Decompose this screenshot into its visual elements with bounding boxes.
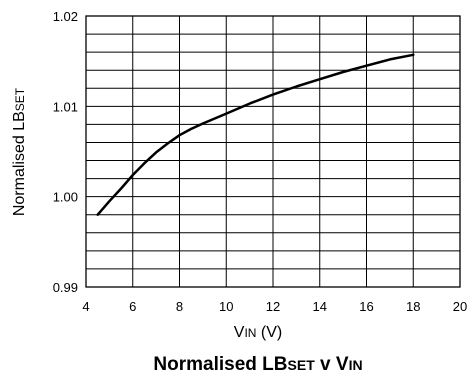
x-tick-labels: 4 6 8 10 12 14 16 18 20 (82, 299, 467, 314)
plot-frame (85, 15, 461, 288)
chart-title: Normalised LBSET v VIN (153, 354, 362, 375)
x-axis-label: VIN (V) (234, 324, 282, 341)
y-tick-labels: 0.99 1.00 1.01 1.02 (53, 9, 78, 295)
x-tick-label: 10 (219, 299, 233, 314)
y-axis-label: Normalised LBSET (11, 87, 28, 216)
x-tick-label: 20 (453, 299, 467, 314)
x-tick-label: 16 (359, 299, 373, 314)
series-line (96, 53, 415, 216)
y-tick-label: 0.99 (53, 280, 78, 295)
x-tick-label: 18 (406, 299, 420, 314)
x-tick-label: 14 (313, 299, 327, 314)
y-tick-label: 1.00 (53, 190, 78, 205)
x-tick-label: 6 (129, 299, 136, 314)
x-tick-label: 4 (82, 299, 89, 314)
y-tick-label: 1.01 (53, 99, 78, 114)
x-tick-label: 12 (266, 299, 280, 314)
x-tick-label: 8 (176, 299, 183, 314)
y-tick-label: 1.02 (53, 9, 78, 24)
